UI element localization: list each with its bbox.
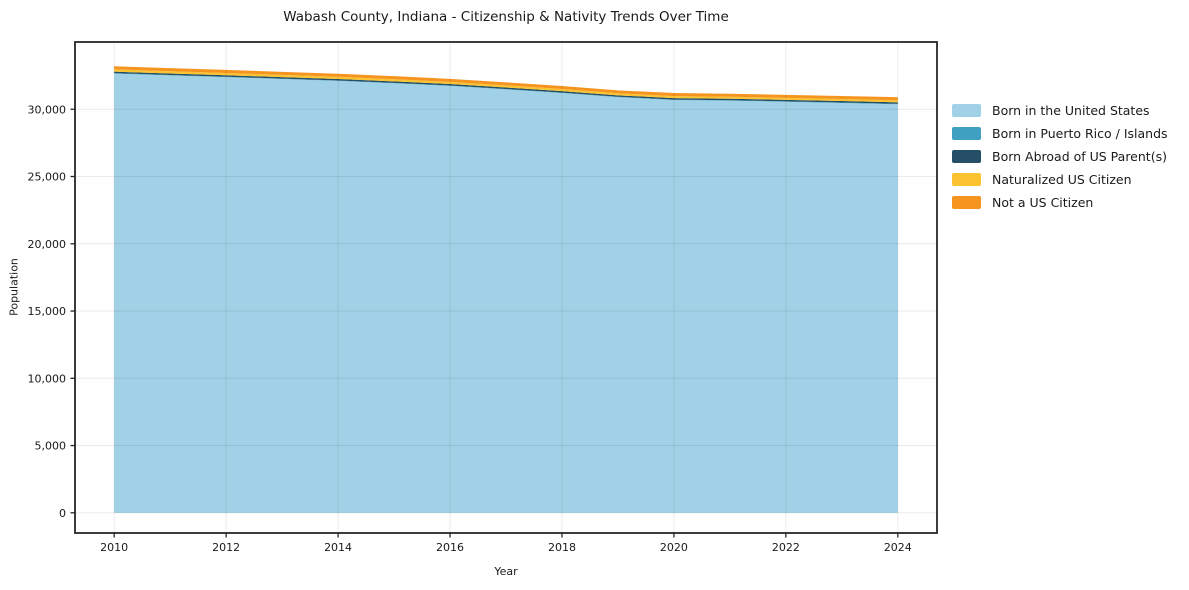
x-tick-label: 2016 bbox=[436, 541, 464, 554]
legend-item: Born in Puerto Rico / Islands bbox=[952, 126, 1168, 141]
x-axis-label: Year bbox=[494, 565, 518, 578]
legend-item: Not a US Citizen bbox=[952, 195, 1168, 210]
legend-swatch bbox=[952, 150, 981, 163]
x-tick-label: 2018 bbox=[548, 541, 576, 554]
legend-swatch bbox=[952, 104, 981, 117]
x-tick-label: 2022 bbox=[772, 541, 800, 554]
y-tick-label: 5,000 bbox=[35, 440, 67, 453]
y-tick-label: 0 bbox=[59, 507, 66, 520]
legend-swatch bbox=[952, 127, 981, 140]
legend-item: Born in the United States bbox=[952, 103, 1168, 118]
x-tick-label: 2012 bbox=[212, 541, 240, 554]
x-tick-label: 2024 bbox=[884, 541, 912, 554]
y-tick-label: 15,000 bbox=[28, 305, 67, 318]
area-series-1 bbox=[114, 73, 898, 513]
area-series-4 bbox=[114, 69, 898, 103]
y-tick-label: 25,000 bbox=[28, 171, 67, 184]
legend-swatch bbox=[952, 196, 981, 209]
area-series-3 bbox=[114, 71, 898, 104]
legend-label: Not a US Citizen bbox=[992, 195, 1094, 210]
legend-label: Naturalized US Citizen bbox=[992, 172, 1132, 187]
area-series-5 bbox=[114, 66, 898, 101]
legend-label: Born Abroad of US Parent(s) bbox=[992, 149, 1167, 164]
chart-title: Wabash County, Indiana - Citizenship & N… bbox=[283, 9, 729, 25]
x-tick-label: 2010 bbox=[100, 541, 128, 554]
y-tick-label: 30,000 bbox=[28, 103, 67, 116]
legend-swatch bbox=[952, 173, 981, 186]
legend-item: Born Abroad of US Parent(s) bbox=[952, 149, 1168, 164]
legend-item: Naturalized US Citizen bbox=[952, 172, 1168, 187]
plot-frame bbox=[74, 41, 938, 534]
y-tick-label: 20,000 bbox=[28, 238, 67, 251]
y-axis-label: Population bbox=[7, 258, 21, 316]
legend: Born in the United States Born in Puerto … bbox=[952, 103, 1168, 210]
legend-label: Born in Puerto Rico / Islands bbox=[992, 126, 1168, 141]
legend-label: Born in the United States bbox=[992, 103, 1150, 118]
y-tick-label: 10,000 bbox=[28, 372, 67, 385]
x-tick-label: 2020 bbox=[660, 541, 688, 554]
x-tick-label: 2014 bbox=[324, 541, 352, 554]
